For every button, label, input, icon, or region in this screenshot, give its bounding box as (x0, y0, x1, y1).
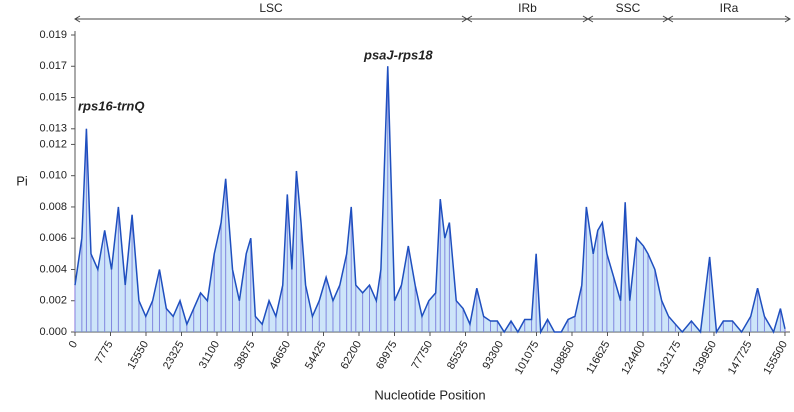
x-tick-label: 54425 (303, 339, 329, 371)
x-tick-label: 155500 (761, 339, 790, 377)
y-tick-label: 0.013 (39, 123, 67, 135)
x-tick-label: 108850 (548, 339, 577, 377)
x-tick-label: 46650 (267, 339, 293, 371)
x-axis-title: Nucleotide Position (374, 387, 485, 402)
x-tick-label: 116625 (584, 339, 612, 376)
pi-area (75, 66, 785, 333)
region-arrow (666, 15, 791, 23)
y-tick-label: 0.002 (39, 295, 67, 307)
pi-line (74, 66, 786, 335)
y-tick-label: 0.017 (39, 60, 67, 72)
x-tick-label: 77750 (409, 339, 435, 371)
x-tick-label: 23325 (161, 339, 187, 371)
x-tick-label: 101075 (513, 339, 542, 377)
x-tick-label: 38875 (232, 339, 258, 371)
annotation: rps16-trnQ (78, 98, 144, 113)
y-axis-title: Pi (16, 173, 28, 188)
y-tick-label: 0.000 (39, 326, 67, 338)
y-tick-label: 0.008 (39, 201, 67, 213)
x-tick-label: 15550 (125, 339, 151, 371)
region-label: LSC (259, 1, 283, 15)
y-tick-label: 0.019 (39, 29, 67, 41)
x-tick-label: 62200 (338, 339, 364, 371)
x-tick-label: 85525 (445, 339, 471, 371)
annotation: psaJ-rps18 (363, 47, 433, 62)
x-tick-label: 147725 (726, 339, 755, 377)
region-label: IRa (720, 1, 739, 15)
x-tick-label: 0 (67, 339, 80, 350)
x-tick-label: 31100 (197, 339, 222, 371)
x-tick-label: 139950 (690, 339, 719, 377)
y-tick-label: 0.010 (39, 170, 67, 182)
x-tick-label: 124400 (619, 339, 648, 377)
x-tick-label: 7775 (93, 339, 116, 366)
region-label: IRb (518, 1, 537, 15)
region-label: SSC (616, 1, 641, 15)
x-tick-label: 93300 (480, 339, 506, 371)
x-tick-label: 132175 (655, 339, 684, 377)
y-tick-label: 0.006 (39, 232, 67, 244)
y-tick-label: 0.015 (39, 91, 67, 103)
x-tick-label: 69975 (374, 339, 400, 371)
y-tick-label: 0.004 (39, 263, 67, 275)
y-tick-label: 0.012 (39, 138, 67, 150)
